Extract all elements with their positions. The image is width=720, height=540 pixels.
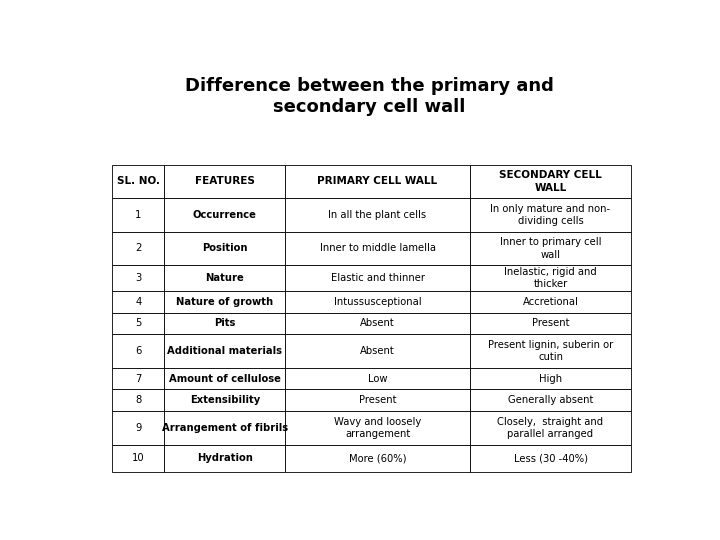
Bar bbox=[112, 411, 164, 444]
Bar bbox=[164, 334, 285, 368]
Text: Inner to primary cell
wall: Inner to primary cell wall bbox=[500, 237, 601, 260]
Bar bbox=[112, 232, 164, 265]
Text: Difference between the primary and
secondary cell wall: Difference between the primary and secon… bbox=[184, 77, 554, 116]
Bar bbox=[112, 313, 164, 334]
Text: Inelastic, rigid and
thicker: Inelastic, rigid and thicker bbox=[504, 267, 597, 289]
Bar bbox=[112, 368, 164, 389]
Text: Absent: Absent bbox=[360, 319, 395, 328]
Bar bbox=[164, 165, 285, 198]
Text: Position: Position bbox=[202, 244, 248, 253]
Text: 6: 6 bbox=[135, 346, 141, 356]
Bar bbox=[285, 334, 470, 368]
Text: Accretional: Accretional bbox=[523, 296, 578, 307]
Bar bbox=[285, 198, 470, 232]
Bar bbox=[285, 165, 470, 198]
Bar bbox=[470, 313, 631, 334]
Bar bbox=[112, 334, 164, 368]
Bar bbox=[470, 368, 631, 389]
Bar bbox=[470, 389, 631, 411]
Bar bbox=[470, 291, 631, 313]
Bar bbox=[285, 389, 470, 411]
Text: 9: 9 bbox=[135, 423, 141, 433]
Bar bbox=[285, 444, 470, 472]
Text: In only mature and non-
dividing cells: In only mature and non- dividing cells bbox=[490, 204, 611, 226]
Text: In all the plant cells: In all the plant cells bbox=[328, 210, 427, 220]
Text: Present lignin, suberin or
cutin: Present lignin, suberin or cutin bbox=[488, 340, 613, 362]
Text: 3: 3 bbox=[135, 273, 141, 283]
Bar bbox=[470, 334, 631, 368]
Bar bbox=[470, 165, 631, 198]
Bar bbox=[164, 368, 285, 389]
Text: Extensibility: Extensibility bbox=[189, 395, 260, 406]
Text: 8: 8 bbox=[135, 395, 141, 406]
Text: PRIMARY CELL WALL: PRIMARY CELL WALL bbox=[318, 177, 438, 186]
Text: Additional materials: Additional materials bbox=[167, 346, 282, 356]
Bar bbox=[112, 291, 164, 313]
Text: High: High bbox=[539, 374, 562, 383]
Text: 10: 10 bbox=[132, 454, 145, 463]
Bar bbox=[112, 389, 164, 411]
Bar bbox=[470, 411, 631, 444]
Text: 5: 5 bbox=[135, 319, 141, 328]
Bar bbox=[164, 198, 285, 232]
Text: Nature of growth: Nature of growth bbox=[176, 296, 274, 307]
Text: Amount of cellulose: Amount of cellulose bbox=[168, 374, 281, 383]
Text: 4: 4 bbox=[135, 296, 141, 307]
Bar bbox=[285, 368, 470, 389]
Bar bbox=[470, 265, 631, 291]
Text: Occurrence: Occurrence bbox=[193, 210, 257, 220]
Bar bbox=[112, 165, 164, 198]
Text: Hydration: Hydration bbox=[197, 454, 253, 463]
Bar bbox=[470, 444, 631, 472]
Text: Less (30 -40%): Less (30 -40%) bbox=[513, 454, 588, 463]
Bar bbox=[285, 313, 470, 334]
Text: SL. NO.: SL. NO. bbox=[117, 177, 160, 186]
Text: Closely,  straight and
parallel arranged: Closely, straight and parallel arranged bbox=[498, 417, 603, 439]
Bar bbox=[164, 389, 285, 411]
Bar bbox=[164, 313, 285, 334]
Text: Absent: Absent bbox=[360, 346, 395, 356]
Text: SECONDARY CELL
WALL: SECONDARY CELL WALL bbox=[499, 170, 602, 193]
Text: Nature: Nature bbox=[205, 273, 244, 283]
Bar bbox=[112, 265, 164, 291]
Text: Present: Present bbox=[359, 395, 396, 406]
Text: Inner to middle lamella: Inner to middle lamella bbox=[320, 244, 436, 253]
Bar bbox=[164, 265, 285, 291]
Bar bbox=[112, 198, 164, 232]
Text: 1: 1 bbox=[135, 210, 141, 220]
Text: Intussusceptional: Intussusceptional bbox=[334, 296, 421, 307]
Text: 2: 2 bbox=[135, 244, 141, 253]
Text: Arrangement of fibrils: Arrangement of fibrils bbox=[162, 423, 288, 433]
Text: Wavy and loosely
arrangement: Wavy and loosely arrangement bbox=[334, 417, 421, 439]
Bar bbox=[285, 411, 470, 444]
Text: Low: Low bbox=[368, 374, 387, 383]
Text: More (60%): More (60%) bbox=[348, 454, 406, 463]
Bar bbox=[164, 411, 285, 444]
Bar bbox=[164, 444, 285, 472]
Bar bbox=[164, 291, 285, 313]
Bar bbox=[470, 232, 631, 265]
Text: FEATURES: FEATURES bbox=[195, 177, 255, 186]
Bar bbox=[470, 198, 631, 232]
Bar bbox=[164, 232, 285, 265]
Text: 7: 7 bbox=[135, 374, 141, 383]
Bar bbox=[112, 444, 164, 472]
Bar bbox=[285, 265, 470, 291]
Bar bbox=[285, 232, 470, 265]
Text: Present: Present bbox=[532, 319, 570, 328]
Bar bbox=[285, 291, 470, 313]
Text: Pits: Pits bbox=[214, 319, 235, 328]
Text: Elastic and thinner: Elastic and thinner bbox=[330, 273, 425, 283]
Text: Generally absent: Generally absent bbox=[508, 395, 593, 406]
